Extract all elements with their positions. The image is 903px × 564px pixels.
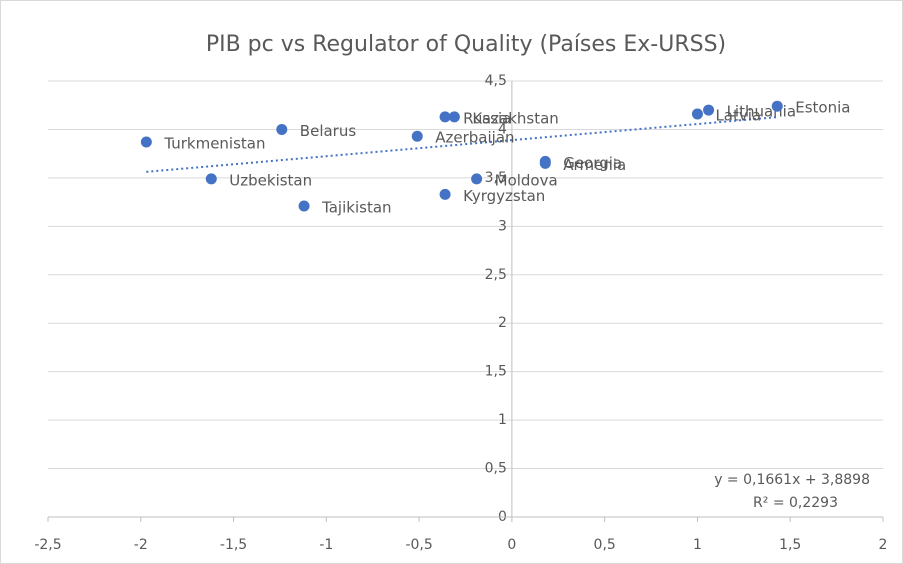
x-tick-label: 0: [507, 537, 516, 553]
y-tick-label: 1,5: [485, 364, 507, 380]
x-tick-label: 0,5: [594, 537, 616, 553]
point-label: Kazakhstan: [472, 109, 558, 127]
point: [439, 188, 451, 200]
point: [703, 104, 715, 116]
y-tick-label: 1: [498, 412, 507, 428]
point-label: Armenia: [563, 156, 626, 174]
chart-title: PIB pc vs Regulator of Quality (Países E…: [206, 32, 726, 57]
point: [439, 111, 451, 123]
point: [691, 108, 703, 120]
x-tick-label: -1,5: [220, 537, 247, 553]
point: [771, 100, 783, 112]
point-label: Tajikistan: [321, 198, 391, 216]
point-label: Russia: [463, 109, 511, 127]
x-tick-label: 1: [693, 537, 702, 553]
point-label: Azerbaijan: [435, 129, 514, 147]
trend-equation: y = 0,1661x + 3,8898: [714, 472, 870, 488]
point: [298, 200, 310, 212]
point-label: Kyrgyzstan: [463, 187, 545, 205]
y-tick-label: 4,5: [485, 73, 507, 89]
point: [140, 136, 152, 148]
x-tick-label: -0,5: [405, 537, 432, 553]
x-tick-label: -2: [134, 537, 148, 553]
x-tick-label: -2,5: [34, 537, 61, 553]
point: [539, 157, 551, 169]
point: [448, 111, 460, 123]
point-label: Georgia: [563, 154, 622, 172]
point: [276, 123, 288, 135]
x-tick-label: -1: [319, 537, 333, 553]
y-tick-label: 4: [498, 121, 507, 137]
y-tick-label: 3,5: [485, 170, 507, 186]
point-label: Estonia: [795, 99, 850, 117]
point: [205, 173, 217, 185]
point-label: Lithuania: [727, 103, 796, 121]
point-label: Latvia: [715, 106, 761, 124]
point-label: Turkmenistan: [163, 135, 265, 153]
point: [411, 130, 423, 142]
trend-r2: R² = 0,2293: [753, 495, 838, 511]
point-label: Moldova: [495, 171, 558, 189]
x-tick-label: 1,5: [779, 537, 801, 553]
point-label: Belarus: [300, 122, 357, 140]
y-tick-label: 2: [498, 315, 507, 331]
point-label: Uzbekistan: [229, 171, 312, 189]
y-tick-label: 2,5: [485, 267, 507, 283]
y-tick-label: 0,5: [485, 461, 507, 477]
y-tick-label: 3: [498, 218, 507, 234]
point: [471, 173, 483, 185]
x-tick-label: 2: [879, 537, 888, 553]
trend-line: [146, 116, 778, 173]
